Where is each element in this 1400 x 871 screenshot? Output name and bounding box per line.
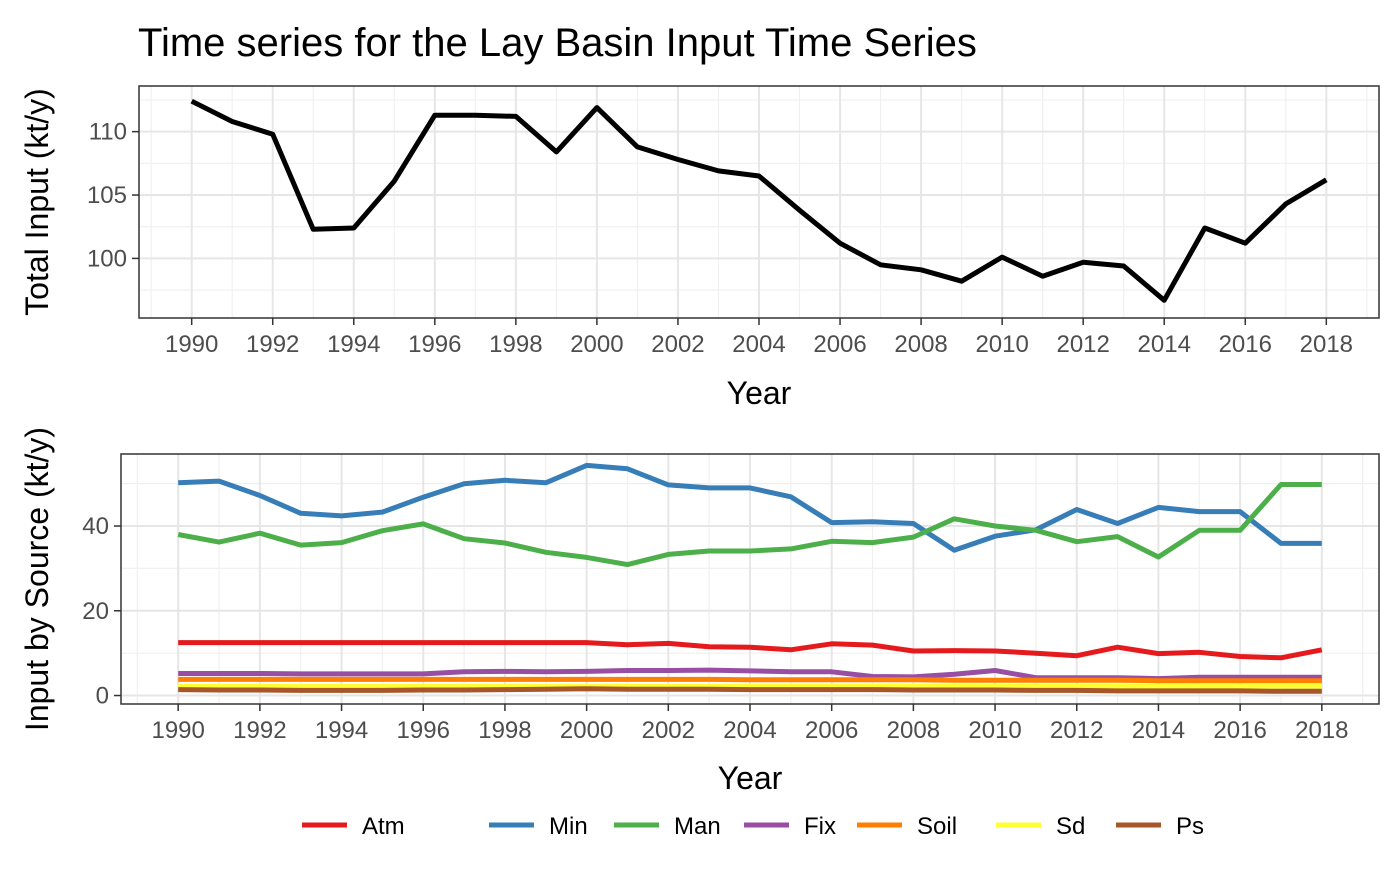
x-tick-label: 1998	[478, 717, 531, 744]
y-tick-label: 105	[87, 182, 127, 209]
x-tick-label: 2016	[1213, 717, 1266, 744]
series-line-total-input	[190, 98, 1328, 303]
x-tick-label: 2004	[732, 331, 785, 358]
x-tick-label: 2012	[1050, 717, 1103, 744]
legend-label-fix: Fix	[804, 813, 836, 840]
x-tick-label: 2004	[723, 717, 776, 744]
x-axis-title: Year	[727, 375, 792, 411]
x-tick-label: 2002	[651, 331, 704, 358]
series-line-soil	[178, 676, 1322, 684]
top-panel: 1990 1992 1994 1996 1998 2000 2002 2004 2006 2008…	[19, 85, 1380, 411]
y-axis-title: Total Input (kt/y)	[19, 88, 55, 316]
y-tick-label: 100	[87, 245, 127, 272]
series-line-ps	[178, 686, 1322, 694]
x-tick-label: 2008	[894, 331, 947, 358]
x-tick-label: 2014	[1132, 717, 1185, 744]
x-tick-label: 1998	[489, 331, 542, 358]
legend-label-man: Man	[674, 813, 721, 840]
legend-label-min: Min	[549, 813, 588, 840]
x-tick-label: 1994	[315, 717, 368, 744]
x-tick-label: 2014	[1138, 331, 1191, 358]
legend-label-sd: Sd	[1056, 813, 1085, 840]
x-tick-label: 2002	[642, 717, 695, 744]
series-line-man	[177, 482, 1322, 568]
x-tick-label: 1992	[233, 717, 286, 744]
x-tick-label: 1992	[246, 331, 299, 358]
series-line-min	[178, 462, 1322, 553]
x-tick-label: 2000	[560, 717, 613, 744]
chart-title: Time series for the Lay Basin Input Time…	[138, 21, 977, 65]
x-tick-label: 1996	[408, 331, 461, 358]
x-tick-label: 1990	[151, 717, 204, 744]
x-tick-label: 2008	[887, 717, 940, 744]
y-tick-label: 40	[82, 513, 109, 540]
x-tick-label: 2006	[813, 331, 866, 358]
x-tick-label: 2012	[1056, 331, 1109, 358]
legend-label-ps: Ps	[1176, 813, 1204, 840]
y-tick-label: 0	[96, 683, 109, 710]
x-tick-label: 2016	[1219, 331, 1272, 358]
x-tick-label: 2000	[570, 331, 623, 358]
x-tick-label: 2018	[1295, 717, 1348, 744]
x-tick-label: 1994	[327, 331, 380, 358]
x-tick-label: 2006	[805, 717, 858, 744]
x-tick-label: 1990	[165, 331, 218, 358]
x-axis-title: Year	[718, 760, 783, 796]
x-tick-label: 2018	[1300, 331, 1353, 358]
x-tick-label: 2010	[968, 717, 1021, 744]
legend: Atm Min Man Fix Soil Sd Ps	[302, 813, 1204, 840]
y-tick-label: 20	[82, 598, 109, 625]
series-line-atm	[178, 640, 1323, 661]
y-tick-label: 110	[89, 119, 127, 146]
legend-label-soil: Soil	[917, 813, 957, 840]
bottom-panel: 1990 1992 1994 1996 1998 2000 2002 2004 2006 2008…	[19, 427, 1380, 796]
legend-label-atm: Atm	[362, 813, 405, 840]
y-axis-title: Input by Source (kt/y)	[19, 427, 55, 731]
x-tick-label: 2010	[975, 331, 1028, 358]
x-tick-label: 1996	[397, 717, 450, 744]
